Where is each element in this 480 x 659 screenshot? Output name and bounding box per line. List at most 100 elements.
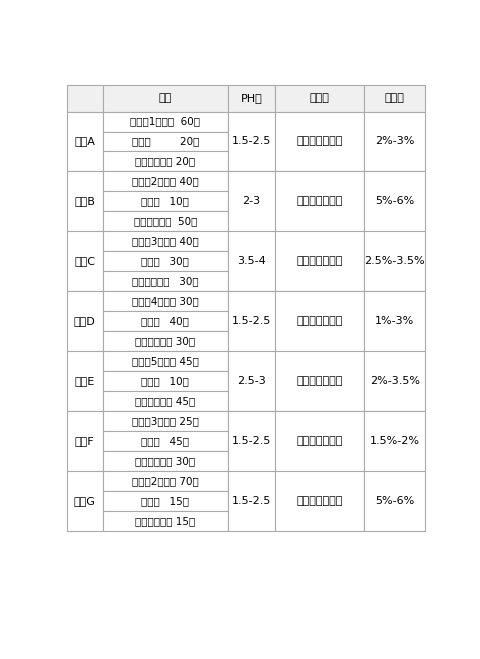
Bar [364,111,425,171]
Text: 实施例4组合物 30份: 实施例4组合物 30份 [132,296,199,306]
Text: 有机酸尤化物 20份: 有机酸尤化物 20份 [135,156,195,167]
Text: 有机酸尤化物  50份: 有机酸尤化物 50份 [133,216,197,226]
Bar [364,291,425,351]
Text: 长期存放不分层: 长期存放不分层 [296,136,343,146]
Text: 含固量: 含固量 [385,94,405,103]
Text: 长期存放不分层: 长期存放不分层 [296,316,343,326]
Bar [67,85,103,111]
Bar [364,411,425,471]
Bar [67,291,103,351]
Text: 3.5-4: 3.5-4 [237,256,266,266]
Text: 有机酸   40份: 有机酸 40份 [142,316,189,326]
Text: 有机酸尤化物   30份: 有机酸尤化物 30份 [132,276,199,286]
Bar [103,311,228,331]
Text: 组分: 组分 [159,94,172,103]
Bar [103,351,228,371]
Text: 有机酸   10份: 有机酸 10份 [142,376,189,386]
Bar [67,351,103,411]
Text: 助剂D: 助剂D [74,316,96,326]
Text: 有机酸尤化物 15份: 有机酸尤化物 15份 [135,516,195,526]
Text: 实施例5组合物 45份: 实施例5组合物 45份 [132,356,199,366]
Bar [103,231,228,251]
Text: 有机酸尤化物 45份: 有机酸尤化物 45份 [135,396,195,406]
Bar [228,111,275,171]
Bar [103,411,228,431]
Text: 实施例1组合物  60份: 实施例1组合物 60份 [130,117,200,127]
Bar [103,391,228,411]
Bar [275,111,364,171]
Bar [103,85,228,111]
Bar [103,132,228,152]
Text: 有机酸尤化物 30份: 有机酸尤化物 30份 [135,456,195,466]
Text: 2.5%-3.5%: 2.5%-3.5% [364,256,425,266]
Bar [103,212,228,231]
Text: 长期存放不分层: 长期存放不分层 [296,376,343,386]
Bar [67,411,103,471]
Text: 有机酸尤化物 30份: 有机酸尤化物 30份 [135,336,195,346]
Bar [103,451,228,471]
Text: 5%-6%: 5%-6% [375,496,414,505]
Text: 5%-6%: 5%-6% [375,196,414,206]
Text: 1%-3%: 1%-3% [375,316,414,326]
Text: 有机酸   15份: 有机酸 15份 [141,496,189,505]
Text: 助剂F: 助剂F [75,436,95,446]
Bar [228,171,275,231]
Bar [228,471,275,530]
Text: 有机酸   30份: 有机酸 30份 [142,256,189,266]
Text: 1.5-2.5: 1.5-2.5 [232,136,271,146]
Bar [103,431,228,451]
Bar [364,471,425,530]
Bar [103,511,228,530]
Text: 助剂B: 助剂B [74,196,95,206]
Bar [103,291,228,311]
Text: 1.5-2.5: 1.5-2.5 [232,496,271,505]
Bar [103,171,228,191]
Text: 实施例2组合物 40份: 实施例2组合物 40份 [132,177,199,186]
Bar [228,231,275,291]
Bar [275,171,364,231]
Bar [228,411,275,471]
Bar [67,231,103,291]
Bar [275,85,364,111]
Bar [103,272,228,291]
Text: 实施例3组合物 25份: 实施例3组合物 25份 [132,416,199,426]
Text: 助剂E: 助剂E [74,376,95,386]
Text: 有机酸         20份: 有机酸 20份 [132,136,199,146]
Text: 2%-3%: 2%-3% [375,136,415,146]
Text: 1.5-2.5: 1.5-2.5 [232,316,271,326]
Bar [275,291,364,351]
Bar [103,331,228,351]
Bar [103,111,228,132]
Text: 2%-3.5%: 2%-3.5% [370,376,420,386]
Text: 实施例3组合物 40份: 实施例3组合物 40份 [132,237,199,246]
Bar [275,231,364,291]
Bar [67,171,103,231]
Bar [364,171,425,231]
Bar [103,152,228,171]
Bar [103,491,228,511]
Text: 2.5-3: 2.5-3 [237,376,266,386]
Text: 有机酸   10份: 有机酸 10份 [142,196,189,206]
Text: 助剂C: 助剂C [74,256,95,266]
Bar [103,471,228,491]
Text: 助剂G: 助剂G [74,496,96,505]
Bar [364,351,425,411]
Text: 1.5-2.5: 1.5-2.5 [232,436,271,446]
Text: 实施例2组合物 70份: 实施例2组合物 70份 [132,476,199,486]
Text: 稳定性: 稳定性 [310,94,329,103]
Text: 长期存放不分层: 长期存放不分层 [296,196,343,206]
Bar [103,251,228,272]
Bar [228,85,275,111]
Bar [103,191,228,212]
Text: PH値: PH値 [240,94,262,103]
Text: 有机酸   45份: 有机酸 45份 [141,436,189,446]
Bar [228,291,275,351]
Bar [275,351,364,411]
Text: 长期存放不分层: 长期存放不分层 [296,436,343,446]
Text: 2-3: 2-3 [242,196,261,206]
Bar [103,371,228,391]
Bar [364,85,425,111]
Bar [228,351,275,411]
Bar [67,111,103,171]
Text: 助剂A: 助剂A [74,136,95,146]
